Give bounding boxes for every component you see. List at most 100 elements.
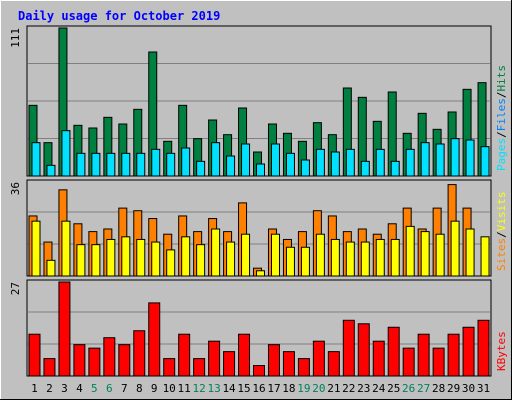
bar-files-day-26 [405,148,415,177]
chart-panels: 111Pages/Files/Hits36Sites/Visits27KByte… [9,25,508,377]
x-tick-label-11: 11 [178,382,191,395]
x-tick-label-28: 28 [432,382,445,395]
bar-sites-day-16 [256,270,266,277]
bar-kbytes-day-18 [282,351,295,377]
panel-middle: 36 Sites/Visits [9,179,508,277]
bar-files-day-7 [121,152,131,177]
x-tick-label-19: 19 [297,382,310,395]
bar-files-day-3 [61,130,71,177]
bar-sites-day-5 [91,244,101,277]
bar-files-day-11 [181,147,191,177]
x-tick-label-26: 26 [402,382,415,395]
bar-files-day-10 [166,152,176,177]
bar-files-day-9 [151,148,161,177]
bar-kbytes-day-17 [267,344,280,377]
bar-kbytes-day-2 [43,358,56,377]
panel-bottom: 27 KBytes [9,279,508,377]
x-tick-label-4: 4 [76,382,83,395]
bar-files-day-16 [256,163,266,177]
bar-kbytes-day-31 [477,319,490,377]
x-tick-label-24: 24 [372,382,386,395]
legend-entry: Sites [495,238,508,271]
x-tick-label-18: 18 [282,382,295,395]
bar-sites-day-26 [405,225,415,277]
bar-sites-day-25 [390,238,400,277]
bar-sites-day-30 [465,228,475,277]
bar-sites-day-14 [226,241,236,277]
bar-kbytes-day-24 [372,340,385,377]
bar-files-day-23 [360,160,370,177]
bar-kbytes-day-11 [178,333,191,377]
x-tick-label-12: 12 [193,382,206,395]
bar-files-day-19 [300,159,310,177]
x-tick-label-16: 16 [252,382,265,395]
bar-files-day-8 [136,152,146,177]
bar-sites-day-24 [375,238,385,277]
x-tick-label-2: 2 [46,382,53,395]
bar-files-day-21 [330,151,340,177]
bar-kbytes-day-3 [58,281,71,377]
bar-files-day-20 [315,148,325,177]
bar-kbytes-day-22 [342,319,355,377]
bar-files-day-2 [46,164,56,177]
bar-files-day-28 [435,143,445,177]
bar-sites-day-9 [151,241,161,277]
bar-kbytes-day-4 [73,344,86,377]
legend-entry: Files [495,98,508,131]
bar-kbytes-day-12 [193,358,206,377]
bar-sites-day-31 [480,236,490,277]
bar-sites-day-11 [181,236,191,277]
chart-title: Daily usage for October 2019 [18,9,220,23]
legend-entry: Visits [495,192,508,232]
bar-files-day-13 [211,142,221,177]
bar-sites-day-20 [315,233,325,277]
bar-files-day-4 [76,152,86,177]
bar-files-day-22 [345,148,355,177]
legend-entry: Hits [495,65,508,92]
bar-kbytes-day-10 [163,358,176,377]
bar-kbytes-day-23 [357,323,370,377]
x-tick-label-22: 22 [342,382,355,395]
bar-kbytes-day-7 [118,344,131,377]
x-tick-label-9: 9 [151,382,158,395]
legend-entry: KBytes [495,331,508,371]
bar-files-day-14 [226,155,236,177]
bar-kbytes-day-16 [253,365,265,377]
bar-kbytes-day-29 [447,333,460,377]
bar-sites-day-13 [211,228,221,277]
bar-kbytes-day-9 [148,302,161,377]
bar-kbytes-day-8 [133,330,146,377]
bar-sites-day-22 [345,241,355,277]
bar-kbytes-day-14 [223,351,236,377]
bar-sites-day-4 [76,244,86,277]
bar-kbytes-day-19 [297,358,310,377]
bar-sites-day-29 [450,220,460,277]
x-tick-label-25: 25 [387,382,400,395]
bar-kbytes-day-15 [238,333,251,377]
bar-sites-day-6 [106,238,116,277]
legend-entry: / [495,92,508,99]
bar-kbytes-day-28 [432,347,445,377]
bar-sites-day-27 [420,231,430,277]
bar-files-day-17 [270,143,280,177]
bar-files-day-24 [375,148,385,177]
bar-kbytes-day-5 [88,347,101,377]
x-tick-label-29: 29 [447,382,460,395]
bar-kbytes-day-25 [387,326,400,377]
x-tick-label-6: 6 [106,382,113,395]
x-tick-label-30: 30 [462,382,475,395]
bar-files-day-6 [106,152,116,177]
bar-sites-day-12 [196,244,206,277]
x-tick-label-14: 14 [222,382,236,395]
y-max-label-bottom: 27 [9,282,22,295]
bar-kbytes-day-27 [417,333,430,377]
bar-kbytes-day-1 [28,333,41,377]
x-tick-label-5: 5 [91,382,98,395]
x-tick-label-10: 10 [163,382,176,395]
x-tick-label-8: 8 [136,382,143,395]
bar-sites-day-28 [435,233,445,277]
legend-top: Pages/Files/Hits [495,65,508,171]
bar-files-day-27 [420,142,430,177]
x-tick-label-7: 7 [121,382,128,395]
